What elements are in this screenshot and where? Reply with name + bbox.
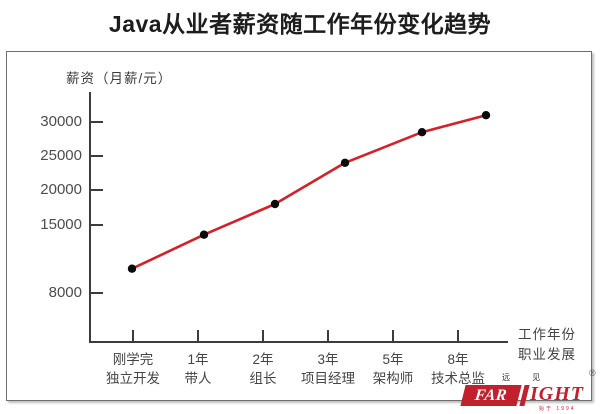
x-category-label: 2年组长 (215, 350, 311, 388)
x-category-label: 1年带人 (150, 350, 246, 388)
salary-trend-line (131, 113, 487, 270)
x-category-role: 带人 (184, 371, 212, 386)
data-point (481, 111, 491, 120)
x-category-years: 1年 (187, 352, 209, 367)
registered-trademark-icon: ® (589, 368, 596, 378)
x-category-label: 刚学完 独立开发 (85, 350, 181, 388)
x-axis-title-line1: 工作年份 (518, 327, 576, 342)
logo-slash-icon (519, 385, 530, 406)
x-category-role: 架构师 (372, 371, 414, 386)
logo-red-box: FAR (460, 385, 522, 406)
y-tick-label: 15000 (40, 216, 82, 233)
x-category-label: 8年技术总监 (410, 350, 506, 388)
y-tick-label: 20000 (40, 181, 82, 198)
x-category-years: 5年 (382, 352, 404, 367)
y-tick-label: 25000 (40, 147, 82, 164)
data-point (270, 199, 280, 209)
logo-tagline: 始于 1994 (539, 406, 576, 412)
data-point (340, 158, 350, 167)
y-tick-label: 30000 (40, 113, 82, 130)
y-tick-label: 8000 (48, 284, 82, 301)
x-category-label: 5年架构师 (345, 350, 441, 388)
x-category-role: 技术总监 (431, 371, 485, 386)
chart-title: Java从业者薪资随工作年份变化趋势 (108, 11, 492, 37)
x-axis-title: 工作年份 职业发展 (518, 325, 576, 365)
farsight-logo: 远 见 ® FAR IGHT 始于 1994 (455, 368, 600, 412)
x-category-role: 独立开发 (106, 371, 160, 386)
x-category-years: 8年 (447, 352, 469, 367)
data-point (417, 128, 427, 137)
logo-mini-text: 远 见 (502, 373, 551, 382)
x-category-role: 项目经理 (301, 371, 355, 386)
y-axis-title: 薪资（月薪/元） (66, 71, 173, 86)
x-category-label: 3年项目经理 (280, 350, 376, 388)
x-category-years: 刚学完 (112, 352, 154, 367)
logo-far-text: FAR (473, 386, 509, 404)
x-category-years: 3年 (317, 352, 339, 367)
data-point (127, 264, 137, 273)
x-category-role: 组长 (249, 371, 277, 386)
logo-ight-text: IGHT (530, 383, 584, 405)
data-point (199, 230, 209, 239)
x-category-years: 2年 (252, 352, 274, 367)
x-axis-title-line2: 职业发展 (518, 347, 576, 362)
